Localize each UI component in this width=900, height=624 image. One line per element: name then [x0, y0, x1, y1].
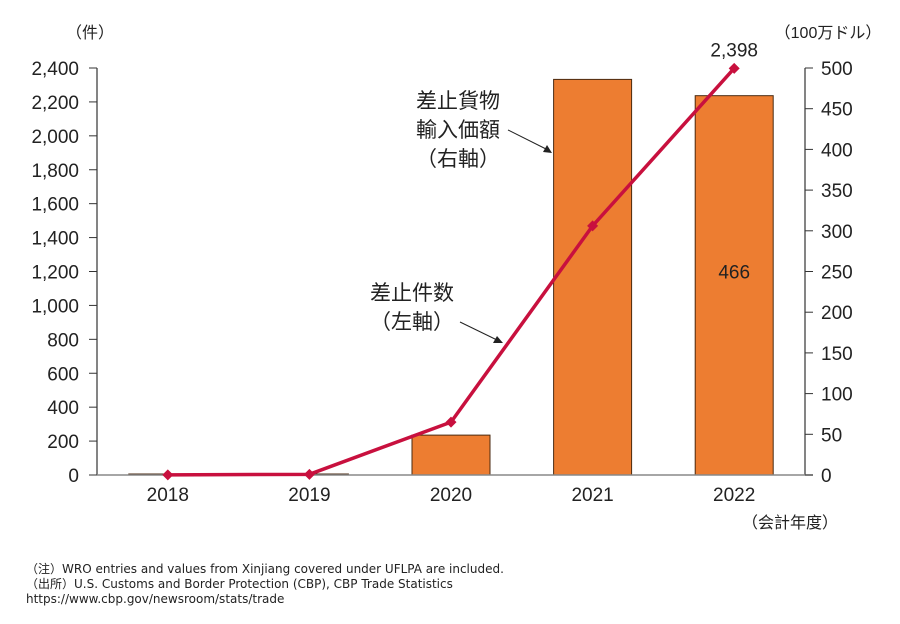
left-tick-label: 2,000	[31, 127, 79, 148]
left-tick-label: 1,600	[31, 195, 79, 216]
note-text: （注）WRO entries and values from Xinjiang …	[26, 562, 504, 576]
left-tick-label: 2,400	[31, 59, 79, 80]
line-marker-2018	[162, 469, 174, 481]
line-annotation-line: （左軸）	[370, 311, 454, 334]
right-tick-label: 250	[821, 263, 853, 284]
left-tick-label: 600	[47, 364, 79, 385]
bar-2021	[553, 78, 633, 476]
left-tick-label: 0	[68, 466, 79, 487]
right-tick-label: 200	[821, 303, 853, 324]
line-marker-2020	[445, 416, 457, 428]
left-axis-unit: （件）	[66, 24, 114, 42]
bar-annotation-arrow-line	[507, 129, 549, 151]
bar-annotation-line: 差止貨物	[416, 90, 500, 113]
left-tick-label: 800	[47, 330, 79, 351]
bar-2020	[411, 434, 491, 476]
line-marker-2022	[728, 62, 740, 74]
right-tick-label: 50	[821, 425, 842, 446]
left-tick-label: 1,400	[31, 229, 79, 250]
bar-annotation-line: （右軸）	[416, 148, 500, 171]
line-annotation-arrow-head	[493, 336, 503, 343]
right-tick-label: 500	[821, 59, 853, 80]
right-tick-label: 0	[821, 466, 832, 487]
x-tick-label: 2018	[147, 485, 189, 506]
left-tick-label: 2,200	[31, 93, 79, 114]
right-tick-label: 300	[821, 222, 853, 243]
line-annotation-line: 差止件数	[370, 282, 454, 305]
bars-group	[128, 78, 774, 476]
source-text: （出所）U.S. Customs and Border Protection (…	[26, 577, 453, 591]
left-tick-label: 1,800	[31, 161, 79, 182]
right-tick-label: 400	[821, 140, 853, 161]
axes-group: 0 200 400 600 800 1,000 1,200 1,400 1,600 1,800 2,…	[31, 59, 852, 506]
x-axis-label: （会計年度）	[742, 514, 838, 532]
line-series-group	[162, 62, 740, 481]
left-tick-label: 200	[47, 432, 79, 453]
footnotes: （注）WRO entries and values from Xinjiang …	[26, 562, 504, 607]
x-tick-label: 2020	[430, 485, 472, 506]
right-tick-label: 100	[821, 385, 853, 406]
left-tick-label: 400	[47, 398, 79, 419]
source-url: https://www.cbp.gov/newsroom/stats/trade	[26, 592, 285, 606]
x-tick-label: 2021	[571, 485, 613, 506]
x-tick-label: 2022	[713, 485, 755, 506]
right-tick-label: 150	[821, 344, 853, 365]
chart: 0 200 400 600 800 1,000 1,200 1,400 1,600 1,800 2,…	[31, 24, 881, 532]
line-marker-2019	[303, 468, 315, 480]
line-marker-2021	[587, 220, 599, 232]
bar-data-label-2022: 466	[718, 263, 750, 284]
left-tick-label: 1,000	[31, 296, 79, 317]
line-data-label-2022: 2,398	[710, 40, 758, 61]
right-tick-label: 350	[821, 181, 853, 202]
right-tick-label: 450	[821, 100, 853, 121]
bar-annotation-arrow-head	[543, 145, 552, 153]
bar-annotation-line: 輸入価額	[416, 119, 500, 142]
x-tick-label: 2019	[288, 485, 330, 506]
left-tick-label: 1,200	[31, 263, 79, 284]
line-annotation-arrow-line	[459, 321, 498, 341]
bar-2022	[694, 95, 774, 476]
right-axis-unit: （100万ドル）	[775, 24, 882, 42]
